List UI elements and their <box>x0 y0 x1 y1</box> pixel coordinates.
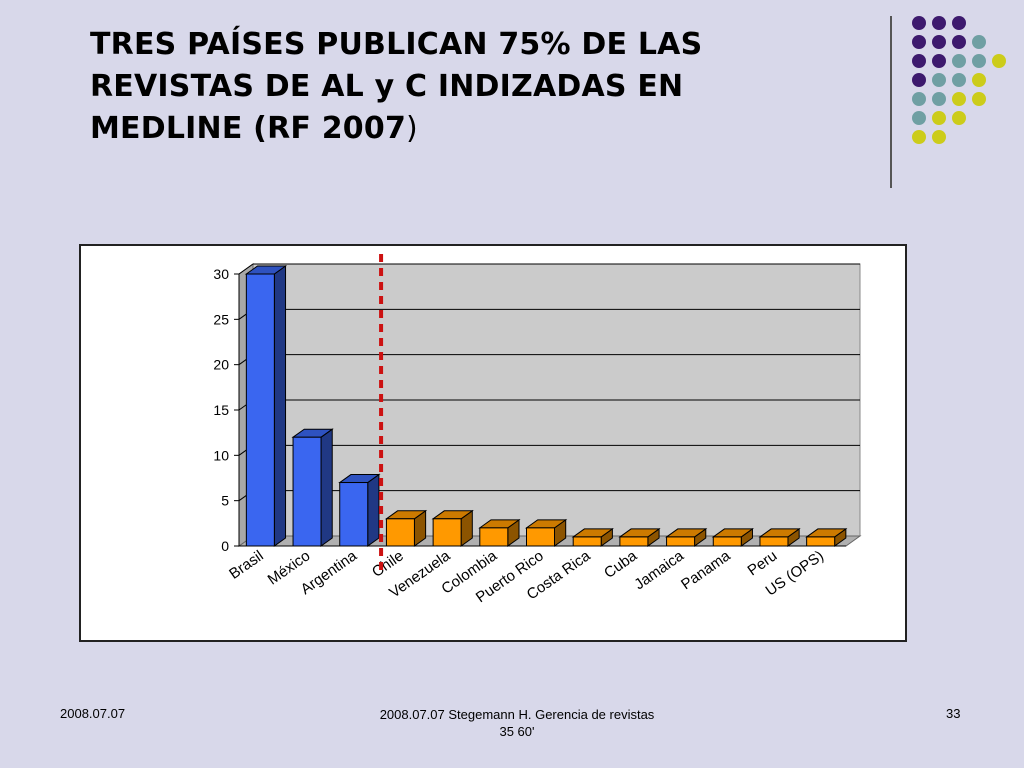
y-tick-label: 5 <box>221 493 229 509</box>
bar-us-ops- <box>806 536 836 547</box>
y-tick-label: 20 <box>213 357 229 373</box>
y-tick-label: 10 <box>213 447 229 463</box>
bar-costa-rica <box>572 536 602 547</box>
decorative-dot <box>992 54 1006 68</box>
decorative-dot <box>952 54 966 68</box>
y-tick-label: 0 <box>221 538 229 554</box>
bar-jamaica <box>666 536 696 547</box>
gridline-side <box>238 263 254 275</box>
decorative-dot <box>952 35 966 49</box>
x-tick-label: Peru <box>745 547 781 579</box>
footer-date: 2008.07.07 <box>60 706 126 721</box>
y-tick-label: 15 <box>213 402 229 418</box>
decorative-dot <box>932 35 946 49</box>
bar-side <box>367 473 380 547</box>
chart-frame: 0 5 10 15 20 25 30 Brasil México Argentina Chile Ve… <box>79 244 907 642</box>
decorative-dot <box>912 73 926 87</box>
title-line-1: TRES PAÍSES PUBLICAN 75% DE LAS <box>90 27 703 62</box>
decorative-dot <box>952 111 966 125</box>
bar-peru <box>759 536 789 547</box>
decorative-dot <box>912 130 926 144</box>
bar-panama <box>712 536 742 547</box>
decorative-dot <box>932 73 946 87</box>
title-line-3: MEDLINE (RF 2007 <box>90 111 407 146</box>
title-close-paren: ) <box>406 111 418 146</box>
decorative-vertical-line <box>890 16 892 188</box>
y-tick-label: 30 <box>213 266 229 282</box>
decorative-dot <box>932 111 946 125</box>
footer-center-line-1: 2008.07.07 Stegemann H. Gerencia de revi… <box>379 707 655 722</box>
bar-cuba <box>619 536 649 547</box>
decorative-dot <box>932 92 946 106</box>
bar-side <box>320 428 333 547</box>
bar-venezuela <box>432 518 462 547</box>
decorative-dot <box>952 16 966 30</box>
bar-brasil <box>245 273 275 547</box>
bar-colombia <box>479 527 509 547</box>
decorative-dot <box>912 54 926 68</box>
title-line-2: REVISTAS DE AL y C INDIZADAS EN <box>90 69 684 104</box>
decorative-dot <box>972 35 986 49</box>
bar-chile <box>385 518 415 547</box>
decorative-dot <box>932 54 946 68</box>
decorative-dot <box>972 54 986 68</box>
decorative-dot <box>972 73 986 87</box>
slide-title: TRES PAÍSES PUBLICAN 75% DE LAS REVISTAS… <box>90 24 830 150</box>
bar-m-xico <box>292 436 322 547</box>
footer-center-line-2: 35 60' <box>499 724 535 739</box>
decorative-dot <box>912 92 926 106</box>
bar-side <box>273 265 287 547</box>
decorative-dot <box>952 73 966 87</box>
footer-page-number: 33 <box>946 706 961 721</box>
x-tick-label: Panama <box>678 547 734 593</box>
decorative-dot <box>932 16 946 30</box>
x-tick-label: Jamaica <box>631 547 687 593</box>
y-tick-label: 25 <box>213 311 229 327</box>
x-tick-label: Chile <box>369 547 407 581</box>
bar-argentina <box>339 482 369 547</box>
bar-puerto-rico <box>526 527 555 547</box>
decorative-dot <box>932 130 946 144</box>
decorative-dot <box>952 92 966 106</box>
decorative-dot <box>912 16 926 30</box>
x-tick-label: Brasil <box>226 547 266 582</box>
decorative-dot <box>912 35 926 49</box>
decorative-dot <box>972 92 986 106</box>
decorative-dot <box>912 111 926 125</box>
footer-center-text: 2008.07.07 Stegemann H. Gerencia de revi… <box>352 706 682 740</box>
